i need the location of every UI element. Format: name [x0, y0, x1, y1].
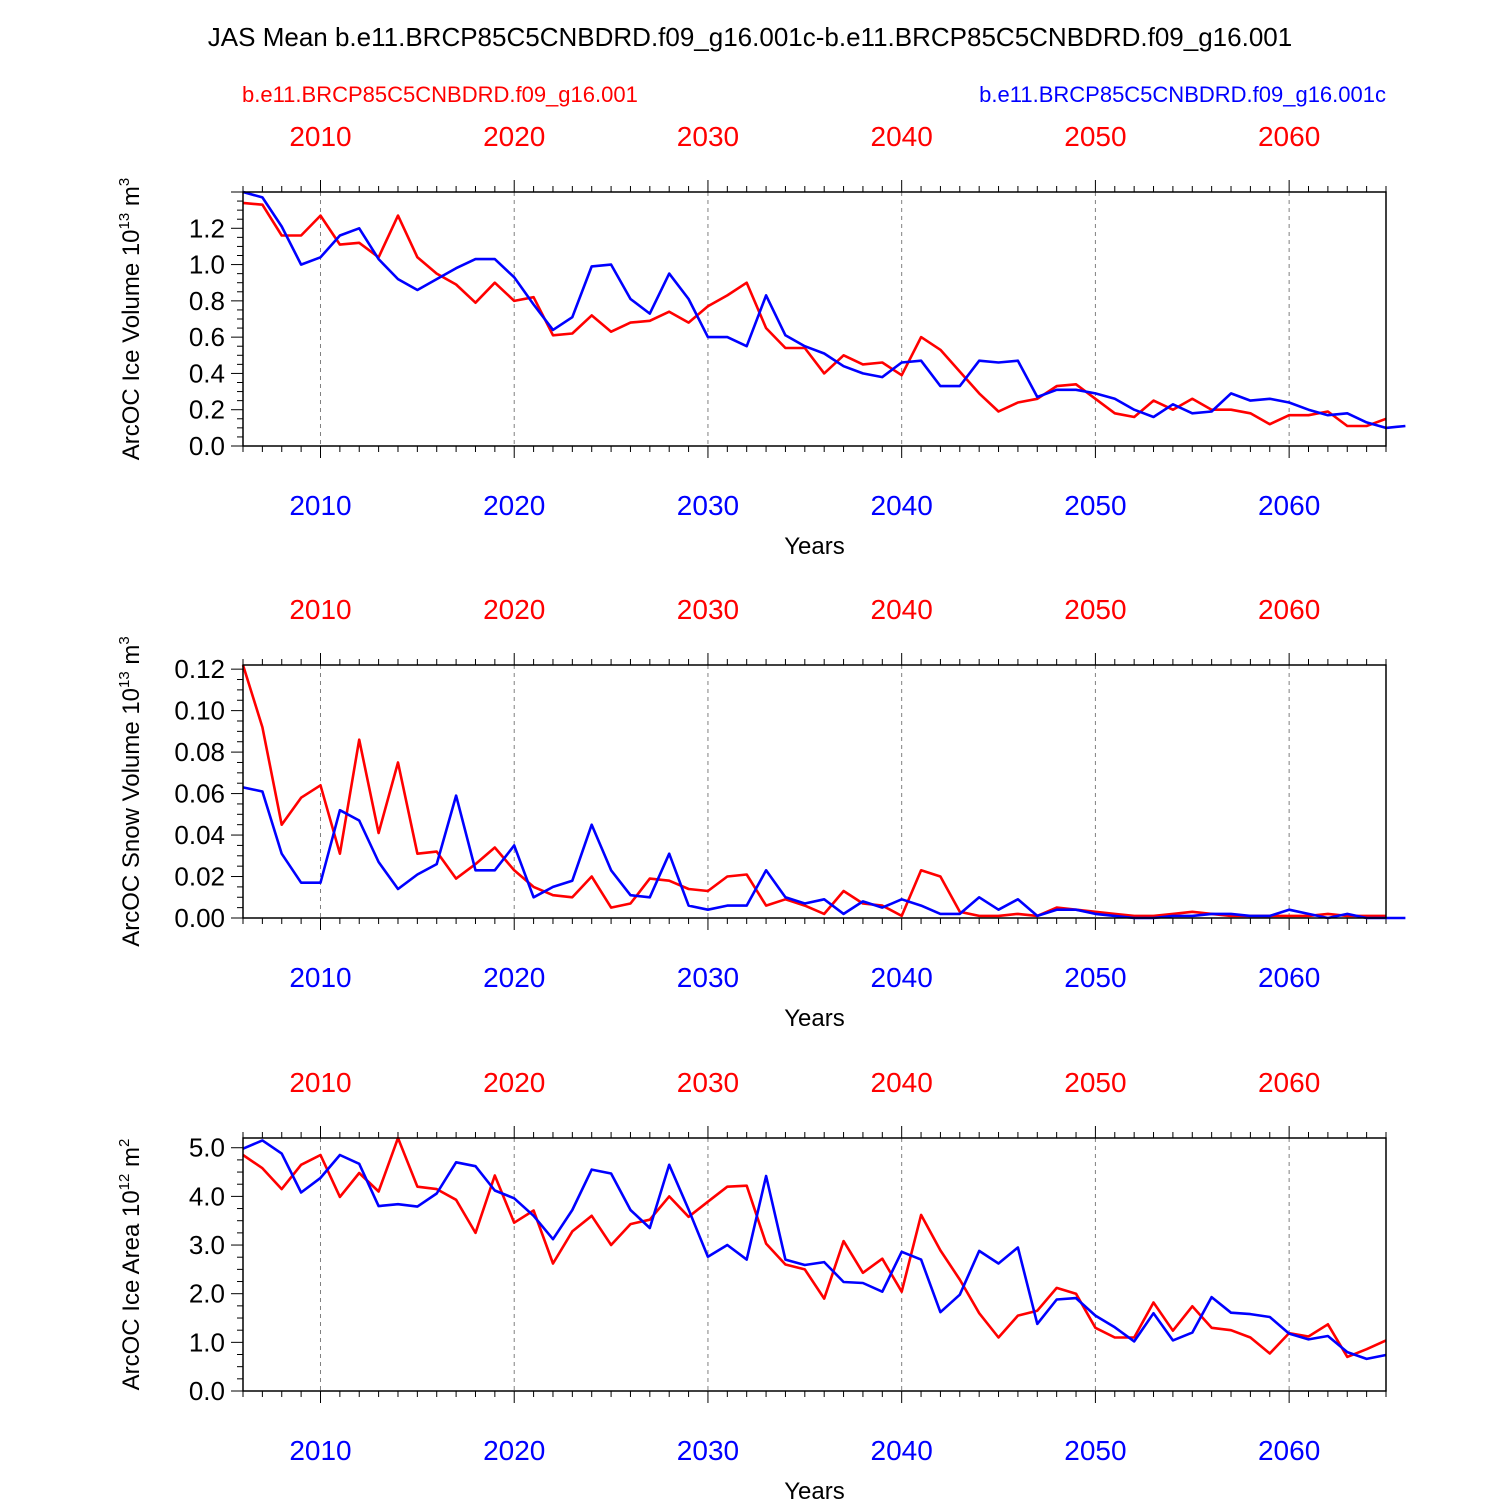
y-tick-label: 0.8 [189, 286, 225, 316]
x-axis-title: Years [784, 533, 845, 560]
y-tick-label: 4.0 [189, 1181, 225, 1211]
y-tick-label: 0.04 [174, 820, 225, 850]
x-tick-label-bottom: 2050 [1064, 962, 1126, 993]
legend-label-red: b.e11.BRCP85C5CNBDRD.f09_g16.001 [242, 82, 638, 107]
x-tick-label-top: 2030 [677, 594, 739, 625]
y-tick-label: 1.0 [189, 1327, 225, 1357]
y-tick-label: 0.6 [189, 322, 225, 352]
y-tick-label: 0.12 [174, 654, 225, 684]
x-tick-label-bottom: 2060 [1258, 490, 1320, 521]
x-tick-label-bottom: 2030 [677, 490, 739, 521]
y-tick-label: 3.0 [189, 1230, 225, 1260]
y-axis-title: ArcOC Snow Volume 1013 m3 [116, 636, 145, 947]
x-tick-label-top: 2010 [289, 594, 351, 625]
y-tick-label: 5.0 [189, 1133, 225, 1163]
x-tick-label-top: 2050 [1064, 1067, 1126, 1098]
x-tick-label-bottom: 2050 [1064, 490, 1126, 521]
x-tick-label-bottom: 2040 [871, 490, 933, 521]
plot-frame [242, 1137, 1387, 1392]
plot-frame [242, 191, 1387, 447]
x-tick-label-bottom: 2010 [289, 490, 351, 521]
y-tick-label: 0.02 [174, 862, 225, 892]
x-tick-label-top: 2030 [677, 121, 739, 152]
x-tick-label-bottom: 2020 [483, 1435, 545, 1466]
x-tick-label-bottom: 2020 [483, 490, 545, 521]
y-axis-title: ArcOC Ice Area 1012 m2 [116, 1139, 145, 1391]
x-tick-label-bottom: 2050 [1064, 1435, 1126, 1466]
y-tick-label: 0.0 [189, 1376, 225, 1406]
y-tick-label: 0.2 [189, 395, 225, 425]
panel-3: 0.0 1.0 2.0 3.0 4.0 5.0 2010 2010 2020 2020 2030 20… [116, 1067, 1387, 1500]
plot-frame [242, 664, 1387, 919]
x-tick-label-bottom: 2060 [1258, 1435, 1320, 1466]
y-tick-label: 2.0 [189, 1279, 225, 1309]
x-tick-label-bottom: 2060 [1258, 962, 1320, 993]
x-tick-label-top: 2020 [483, 594, 545, 625]
panel-2: 0.00 0.02 0.04 0.06 0.08 0.10 0.12 2010 2010 2020… [116, 594, 1406, 1032]
x-tick-label-bottom: 2040 [871, 962, 933, 993]
x-tick-label-bottom: 2010 [289, 1435, 351, 1466]
series-line-blue [242, 786, 1406, 920]
x-axis-title: Years [784, 1478, 845, 1500]
series-line-red [241, 664, 1386, 918]
x-tick-label-bottom: 2040 [871, 1435, 933, 1466]
x-tick-label-bottom: 2020 [483, 962, 545, 993]
y-tick-label: 0.00 [174, 903, 225, 933]
x-tick-label-top: 2040 [871, 1067, 933, 1098]
x-tick-label-top: 2020 [483, 1067, 545, 1098]
x-tick-label-top: 2030 [677, 1067, 739, 1098]
chart-title: JAS Mean b.e11.BRCP85C5CNBDRD.f09_g16.00… [208, 22, 1292, 52]
y-tick-label: 0.0 [189, 431, 225, 461]
x-tick-label-top: 2060 [1258, 594, 1320, 625]
series-line-blue [242, 1139, 1387, 1361]
x-tick-label-top: 2010 [289, 121, 351, 152]
x-tick-label-top: 2040 [871, 121, 933, 152]
x-tick-label-top: 2050 [1064, 121, 1126, 152]
legend-label-blue: b.e11.BRCP85C5CNBDRD.f09_g16.001c [979, 82, 1386, 107]
y-tick-label: 0.06 [174, 779, 225, 809]
x-tick-label-top: 2060 [1258, 121, 1320, 152]
x-tick-label-top: 2010 [289, 1067, 351, 1098]
series-line-blue [242, 190, 1406, 430]
x-tick-label-top: 2050 [1064, 594, 1126, 625]
x-tick-label-bottom: 2030 [677, 962, 739, 993]
y-tick-label: 1.2 [189, 213, 225, 243]
x-axis-title: Years [784, 1005, 845, 1032]
panels-container: 0.0 0.2 0.4 0.6 0.8 1.0 1.2 2010 2010 2020 2020 203… [116, 121, 1406, 1500]
panel-1: 0.0 0.2 0.4 0.6 0.8 1.0 1.2 2010 2010 2020 2020 203… [116, 121, 1406, 560]
series-line-red [242, 1136, 1387, 1359]
x-tick-label-top: 2060 [1258, 1067, 1320, 1098]
x-tick-label-bottom: 2010 [289, 962, 351, 993]
y-tick-label: 0.10 [174, 696, 225, 726]
y-tick-label: 1.0 [189, 250, 225, 280]
y-tick-label: 0.08 [174, 737, 225, 767]
series-line-red [242, 201, 1387, 428]
y-tick-label: 0.4 [189, 358, 225, 388]
y-axis-title: ArcOC Ice Volume 1013 m3 [116, 178, 145, 460]
x-tick-label-top: 2020 [483, 121, 545, 152]
x-tick-label-top: 2040 [871, 594, 933, 625]
x-tick-label-bottom: 2030 [677, 1435, 739, 1466]
